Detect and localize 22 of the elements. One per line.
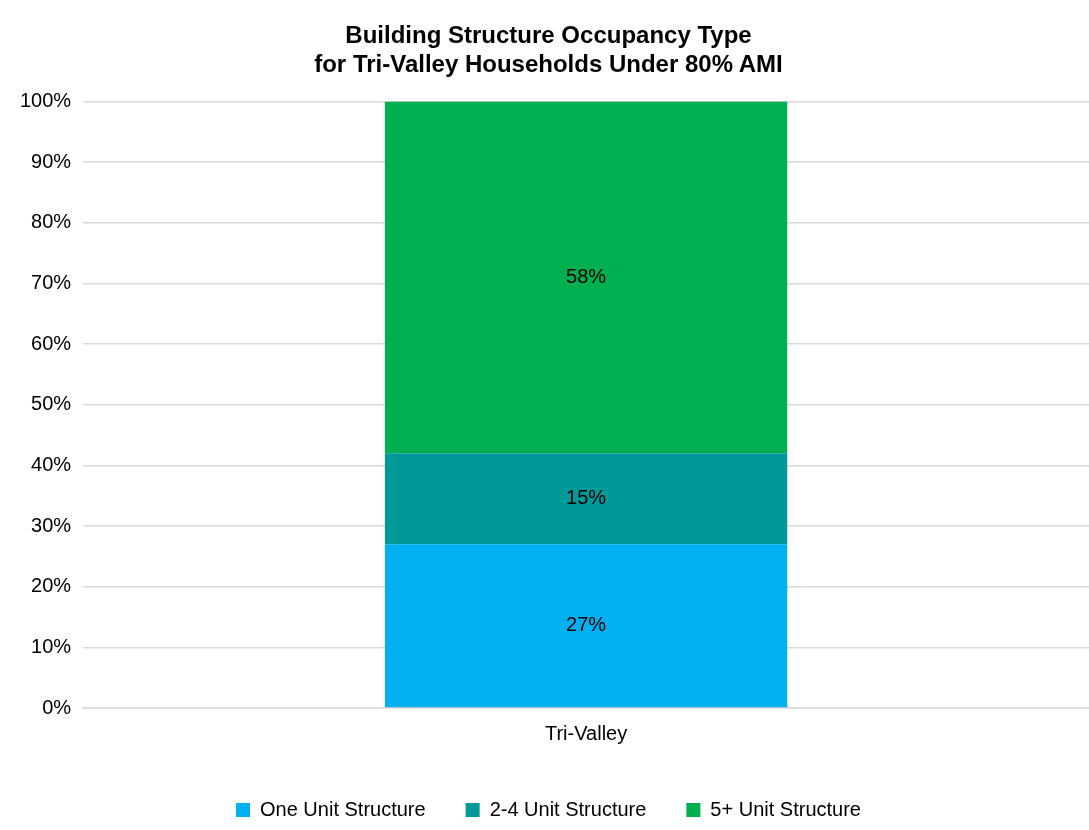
- y-tick-label: 30%: [31, 513, 72, 536]
- legend-label: One Unit Structure: [260, 797, 426, 820]
- y-tick-label: 80%: [31, 210, 72, 233]
- y-tick-label: 70%: [31, 271, 72, 294]
- legend-label: 2-4 Unit Structure: [489, 797, 647, 820]
- bar: [384, 544, 788, 708]
- data-label: 27%: [566, 613, 607, 636]
- legend-label: 5+ Unit Structure: [710, 797, 861, 820]
- y-tick-label: 10%: [31, 634, 72, 657]
- y-tick-label: 60%: [31, 331, 72, 354]
- y-tick-label: 90%: [31, 149, 72, 172]
- y-tick-label: 0%: [42, 695, 72, 718]
- bar: [384, 101, 788, 454]
- x-tick-label: Tri-Valley: [544, 721, 628, 744]
- y-tick-label: 40%: [31, 452, 72, 475]
- y-tick-label: 20%: [31, 574, 72, 597]
- data-label: 15%: [566, 486, 607, 509]
- y-tick-label: 50%: [31, 392, 72, 415]
- data-label: 58%: [566, 264, 607, 287]
- y-tick-label: 100%: [20, 89, 72, 112]
- bar: [384, 453, 788, 545]
- chart-title: Building Structure Occupancy Type for Tri-Valley Households Under 80% AMI: [314, 21, 783, 77]
